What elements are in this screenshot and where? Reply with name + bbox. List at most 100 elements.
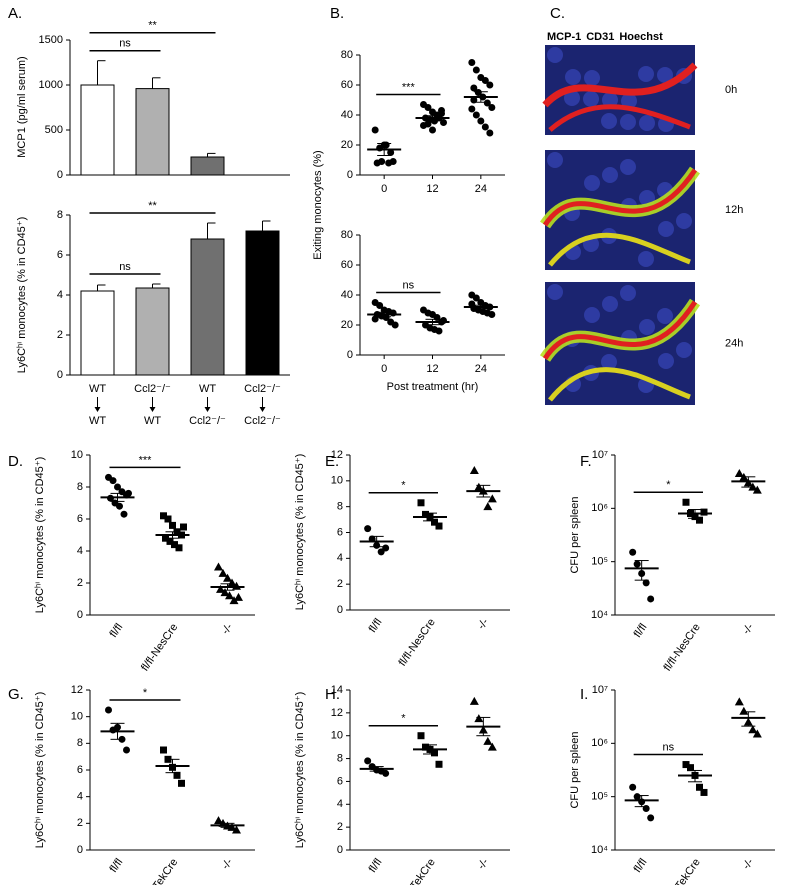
data-point [382, 544, 390, 552]
y-tick-label: 10⁴ [591, 609, 608, 621]
x-tick-label: fl/fl [367, 857, 385, 875]
y-tick-label: 10⁵ [591, 556, 608, 568]
bar [135, 88, 170, 176]
data-point [474, 714, 484, 723]
data-point [438, 107, 445, 114]
x-tick-label: 12 [426, 363, 438, 375]
data-point [424, 104, 432, 111]
y-tick-label: 10⁶ [591, 502, 608, 514]
panel-label: B. [330, 5, 344, 22]
y-tick-label: 2 [77, 817, 83, 829]
y-tick-label: 10 [331, 730, 343, 742]
stain-legend: MCP-1 [547, 31, 581, 43]
vessel [542, 168, 698, 227]
significance-label: ns [403, 279, 415, 291]
panel-label: I. [580, 686, 588, 703]
nucleus [639, 190, 655, 206]
data-point [214, 562, 223, 571]
y-tick-label: 8 [57, 209, 63, 221]
y-axis-label: Ly6Cʰⁱ monocytes (% in CD45⁺) [16, 217, 28, 373]
y-tick-label: 12 [71, 684, 83, 696]
nucleus [676, 213, 692, 229]
arrow-head [94, 407, 101, 412]
data-point [752, 729, 762, 738]
data-point [429, 126, 436, 134]
x-tick-label: -/- [475, 616, 491, 632]
panel-label: D. [8, 453, 23, 470]
y-tick-label: 60 [341, 259, 353, 271]
data-point [647, 814, 655, 822]
nucleus [621, 93, 637, 109]
nucleus [602, 296, 618, 312]
panel-label: C. [550, 5, 565, 22]
y-tick-label: 0 [57, 169, 63, 181]
significance-label: ns [119, 38, 131, 50]
x-tick-label: -/- [740, 856, 756, 872]
significance-label: *** [402, 81, 416, 93]
y-tick-label: 2 [57, 329, 63, 341]
data-point [116, 502, 123, 510]
x-tick-label: 0 [381, 363, 387, 375]
y-tick-label: 4 [337, 552, 343, 564]
data-point [647, 595, 655, 603]
data-point [472, 111, 480, 119]
y-axis-label: Ly6Cʰⁱ monocytes (% in CD45⁺) [34, 692, 46, 848]
arrow-head [204, 407, 211, 412]
data-point [173, 771, 181, 779]
y-tick-label: 10⁴ [591, 844, 608, 856]
x-tick-label: 12 [426, 183, 438, 195]
y-tick-label: 6 [77, 764, 83, 776]
data-point [417, 499, 425, 507]
data-point [642, 579, 650, 587]
data-point [123, 746, 130, 754]
significance-label: ** [148, 200, 157, 212]
data-point [214, 816, 223, 825]
data-point [642, 804, 650, 812]
x-tick-label: fl/fl [107, 622, 125, 640]
data-point [748, 725, 758, 734]
bar [80, 84, 115, 176]
y-tick-label: 10⁶ [591, 737, 608, 749]
data-point [633, 793, 641, 801]
y-tick-label: 12 [331, 449, 343, 461]
data-point [229, 596, 239, 605]
data-point [696, 516, 703, 524]
data-point [734, 468, 744, 477]
y-tick-label: 10⁵ [591, 791, 608, 803]
y-tick-label: 0 [347, 349, 353, 361]
y-tick-label: 20 [341, 139, 353, 151]
nucleus [658, 221, 674, 237]
y-tick-label: 4 [337, 798, 343, 810]
data-point [682, 498, 690, 506]
y-tick-label: 10⁷ [592, 449, 608, 461]
data-point [387, 149, 395, 156]
y-tick-label: 60 [341, 79, 353, 91]
panel-label: H. [325, 686, 340, 703]
y-tick-label: 500 [45, 124, 63, 136]
y-axis-label: CFU per spleen [569, 496, 581, 573]
data-point [234, 592, 243, 601]
y-tick-label: 0 [77, 844, 83, 856]
stain-legend: Hoechst [619, 31, 663, 43]
nucleus [620, 159, 636, 175]
significance-label: ns [663, 741, 675, 753]
data-point [481, 77, 489, 84]
y-tick-label: 0 [57, 369, 63, 381]
data-point [696, 783, 703, 791]
data-point [682, 761, 690, 769]
nucleus [584, 70, 600, 86]
data-point [488, 311, 496, 318]
panel-label: F. [580, 453, 592, 470]
y-tick-label: 8 [77, 737, 83, 749]
y-axis-label: MCP1 (pg/ml serum) [16, 56, 28, 157]
y-tick-label: 6 [77, 513, 83, 525]
x-tick-label: fl/fl-TekCre [398, 857, 438, 885]
data-point [166, 537, 174, 545]
data-point [220, 588, 230, 597]
data-point [171, 541, 178, 549]
timepoint-label: 24h [725, 337, 743, 349]
x-tick-label: Ccl2⁻/⁻ [189, 415, 226, 427]
x-tick-label: 24 [475, 363, 487, 375]
timepoint-label: 0h [725, 84, 737, 96]
nucleus [547, 47, 563, 63]
